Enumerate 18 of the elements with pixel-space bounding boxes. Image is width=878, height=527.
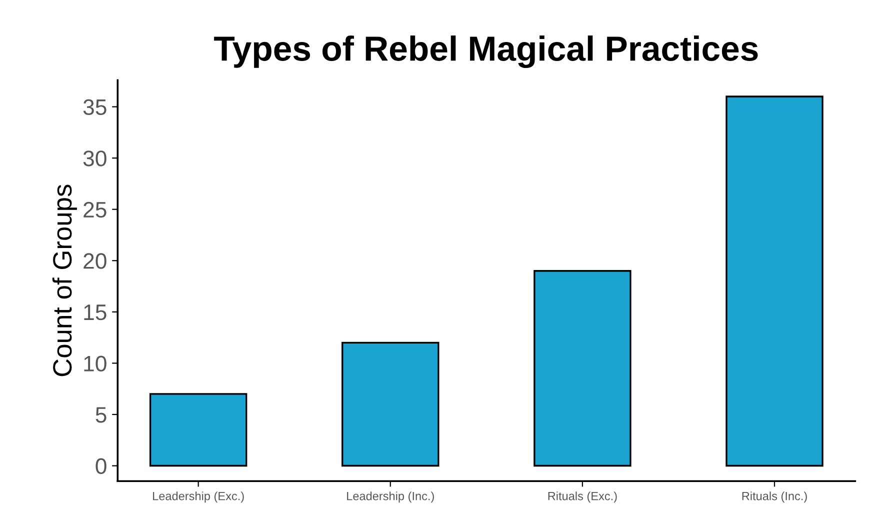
y-tick-label: 25 [84,202,106,218]
x-tick-label: Leadership (Exc.) [153,492,244,503]
y-tick-label: 5 [96,407,106,423]
y-tick-label: 0 [96,458,106,474]
bar [342,342,440,467]
bar [149,393,248,467]
x-tick-label: Leadership (Inc.) [347,492,434,503]
y-tick-label: 20 [84,253,106,269]
bar [726,96,824,467]
chart-title: Types of Rebel Magical Practices [214,35,758,68]
y-tick-label: 15 [84,304,106,320]
y-tick-label: 35 [83,99,106,116]
x-tick-label: Rituals (Exc.) [548,492,617,503]
y-tick-label: 10 [84,356,106,372]
x-tick-label: Rituals (Inc.) [742,492,807,503]
y-axis-title: Count of Groups [52,184,77,376]
y-tick-label: 30 [83,150,106,166]
bar [534,270,632,467]
